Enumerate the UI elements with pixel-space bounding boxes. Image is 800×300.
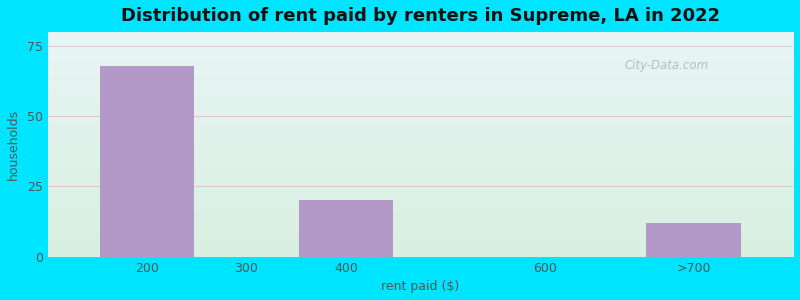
- Bar: [646, 223, 741, 256]
- Y-axis label: households: households: [7, 109, 20, 180]
- Bar: [100, 66, 194, 256]
- Bar: [298, 200, 393, 256]
- Text: City-Data.com: City-Data.com: [624, 59, 709, 72]
- X-axis label: rent paid ($): rent paid ($): [382, 280, 459, 293]
- Title: Distribution of rent paid by renters in Supreme, LA in 2022: Distribution of rent paid by renters in …: [121, 7, 720, 25]
